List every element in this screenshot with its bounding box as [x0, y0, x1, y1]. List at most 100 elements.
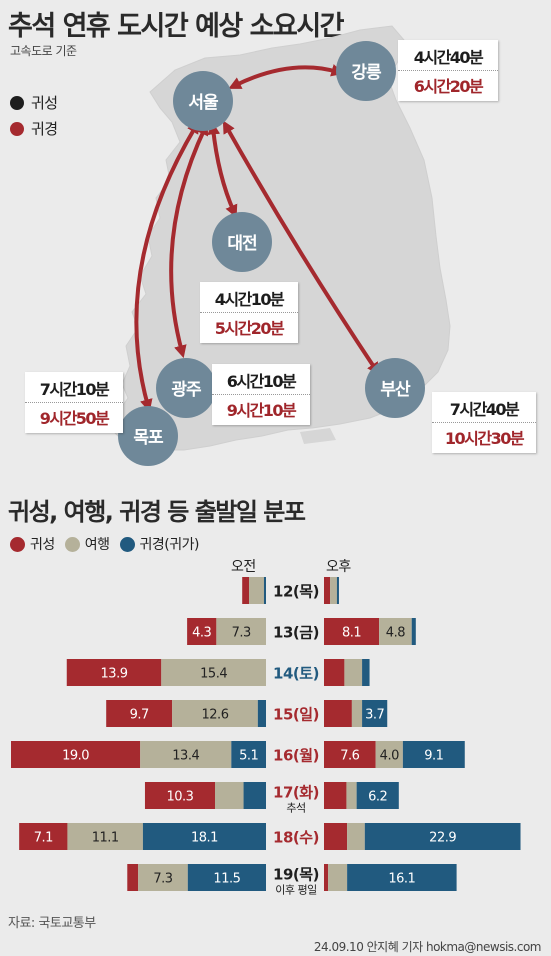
day-label-7: 19(목): [273, 866, 319, 884]
credit-line: 24.09.10 안지혜 기자 hokma@newsis.com: [313, 940, 542, 954]
legend-label-return: 귀경: [31, 120, 58, 138]
time-go-mokpo: 7시간10분: [25, 372, 123, 403]
bar-label-am-go-6: 7.1: [34, 831, 53, 846]
bar-pm-go-4: [324, 741, 376, 768]
legend-item-go-bottom: 귀성: [10, 534, 55, 554]
time-go-gangneung: 4시간40분: [398, 40, 498, 71]
legend-dot-return: [10, 121, 24, 136]
page-title: 추석 연휴 도시간 예상 소요시간: [8, 11, 345, 42]
bar-label-am-go-5: 10.3: [167, 790, 194, 805]
bar-pm-go-1: [324, 618, 380, 645]
bar-pm-trip-0: [330, 577, 337, 604]
city-label-daejeon: 대전: [227, 234, 257, 254]
bar-label-am-trip-3: 12.6: [202, 708, 229, 723]
day-label-6: 18(수): [273, 829, 319, 847]
bar-label-am-go-4: 19.0: [62, 749, 89, 764]
bar-pm-trip-6: [347, 823, 365, 850]
bar-am-return-0: [263, 577, 266, 604]
bar-am-trip-0: [249, 577, 264, 604]
bar-pm-go-0: [324, 577, 331, 604]
bar-pm-return-5: [356, 782, 399, 809]
day-label-0: 12(목): [273, 583, 319, 601]
page-subtitle: 고속도로 기준: [10, 44, 77, 58]
bar-label-am-trip-6: 11.1: [92, 831, 119, 846]
bar-label-am-return-7: 11.5: [213, 872, 240, 887]
jeju-hint: [300, 428, 336, 444]
time-return-busan: 10시간30분: [444, 429, 525, 448]
bar-am-go-0: [242, 577, 249, 604]
time-go-gwangju: 6시간10분: [212, 364, 310, 395]
bar-label-am-trip-4: 13.4: [172, 749, 199, 764]
bar-am-go-2: [66, 659, 162, 686]
bar-label-am-return-4: 5.1: [239, 749, 258, 764]
bar-label-am-return-6: 18.1: [191, 831, 218, 846]
timebox-gangneung: 4시간40분 6시간20분: [398, 40, 498, 101]
section-title: 귀성, 여행, 귀경 등 출발일 분포: [8, 498, 306, 526]
time-return-gwangju: 9시간10분: [226, 401, 297, 420]
city-mokpo: 목포: [118, 406, 178, 466]
route-seoul-busan: [222, 120, 380, 376]
day-label-5: 17(화): [273, 784, 319, 802]
city-busan: 부산: [365, 358, 425, 418]
time-go-daejeon: 4시간10분: [200, 282, 298, 313]
city-label-gwangju: 광주: [171, 380, 202, 400]
timebox-busan: 7시간40분 10시간30분: [432, 392, 536, 453]
route-seoul-mokpo: [134, 120, 200, 413]
legend-item-go: 귀성: [10, 92, 58, 113]
legend-dot-return-bottom: [119, 536, 135, 552]
day-label-3: 15(일): [273, 706, 319, 724]
legend-dot-go-bottom: [10, 536, 25, 552]
bar-label-pm-go-4: 7.6: [340, 749, 359, 764]
bar-am-go-7: [127, 864, 139, 891]
bar-pm-go-6: [324, 823, 348, 850]
city-label-seoul: 서울: [188, 93, 219, 113]
bar-am-go-3: [106, 700, 173, 727]
bar-label-am-go-1: 4.3: [192, 626, 211, 641]
city-label-gangneung: 강릉: [351, 63, 382, 83]
legend-item-return-bottom: 귀경(귀가): [119, 534, 199, 554]
bar-am-trip-5: [215, 782, 244, 809]
bar-pm-return-0: [336, 577, 339, 604]
legend-dot-go: [10, 95, 24, 110]
bar-am-return-4: [231, 741, 266, 768]
bar-label-pm-return-6: 22.9: [429, 831, 456, 846]
bar-am-go-4: [11, 741, 141, 768]
bar-am-return-6: [142, 823, 266, 850]
bar-pm-trip-4: [375, 741, 403, 768]
city-gwangju: 광주: [156, 358, 216, 418]
korea-map: 서울 강릉 대전 광주 목포 부산: [111, 25, 451, 466]
day-label-4: 16(월): [273, 747, 319, 765]
bar-label-pm-go-1: 8.1: [342, 626, 361, 641]
city-label-mokpo: 목포: [133, 428, 164, 448]
bar-am-trip-4: [140, 741, 232, 768]
bar-pm-go-5: [324, 782, 347, 809]
route-seoul-gangneung: [228, 64, 345, 89]
bar-am-trip-1: [216, 618, 266, 645]
chart-legend: 귀성 여행 귀경(귀가): [10, 534, 209, 554]
time-return-mokpo: 9시간50분: [39, 409, 110, 428]
bar-pm-return-2: [362, 659, 370, 686]
time-return-gangneung: 6시간20분: [413, 77, 484, 96]
bar-label-am-trip-1: 7.3: [232, 626, 251, 641]
bar-label-pm-return-7: 16.1: [388, 872, 415, 887]
legend-item-trip: 여행: [64, 534, 110, 554]
bar-am-go-5: [144, 782, 215, 809]
bar-pm-trip-1: [379, 618, 412, 645]
timebox-gwangju: 6시간10분 9시간10분: [212, 364, 310, 425]
day-label-2: 14(토): [273, 665, 319, 683]
bar-am-return-7: [187, 864, 266, 891]
bar-pm-go-7: [324, 864, 329, 891]
bar-am-trip-2: [161, 659, 266, 686]
day-label-1: 13(금): [273, 624, 319, 642]
bar-label-am-go-2: 13.9: [101, 667, 128, 682]
bar-pm-return-3: [362, 700, 388, 727]
timebox-mokpo: 7시간10분 9시간50분: [25, 372, 123, 433]
legend-label-go: 귀성: [31, 94, 58, 112]
bar-am-go-6: [19, 823, 68, 850]
bar-am-trip-3: [172, 700, 258, 727]
bar-pm-return-7: [347, 864, 457, 891]
bar-label-pm-return-3: 3.7: [365, 708, 384, 723]
source-note: 자료: 국토교통부: [8, 916, 96, 931]
legend-item-return: 귀경: [10, 118, 58, 139]
